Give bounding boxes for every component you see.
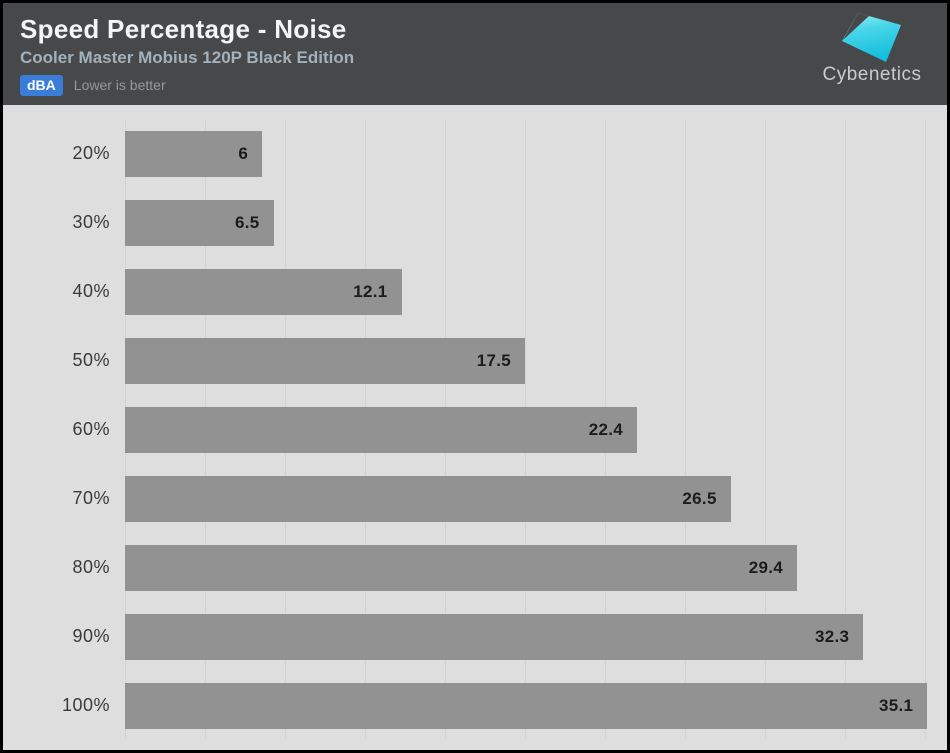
value-label: 35.1	[878, 695, 914, 715]
gridline	[685, 119, 686, 738]
bar-chart: 20% 6 30% 6.5 40% 12.1 50% 17.5 60% 22.4…	[3, 105, 947, 750]
bar-row: 50% 17.5	[3, 326, 947, 395]
category-label: 90%	[72, 626, 110, 646]
bar-row: 60% 22.4	[3, 395, 947, 464]
value-label: 12.1	[353, 281, 388, 301]
gridline	[845, 119, 846, 738]
value-label: 6.5	[235, 212, 260, 232]
category-label: 80%	[72, 557, 110, 577]
category-label: 40%	[72, 281, 110, 301]
gridline	[925, 119, 926, 738]
chart-subtitle: Cooler Master Mobius 120P Black Edition	[20, 48, 355, 68]
unit-badge: dBA	[20, 74, 63, 96]
lower-is-better-note: Lower is better	[73, 77, 166, 94]
category-label: 50%	[72, 350, 110, 370]
category-label: 30%	[72, 212, 110, 232]
bar-row: 100% 35.1	[3, 671, 947, 740]
value-label: 6	[238, 143, 249, 163]
bar: 22.4	[125, 406, 637, 453]
bar-row: 80% 29.4	[3, 533, 947, 602]
category-label: 70%	[72, 488, 110, 508]
badge-row: dBA Lower is better	[20, 74, 931, 96]
value-label: 32.3	[814, 626, 850, 646]
value-label: 26.5	[682, 488, 717, 508]
bar: 17.5	[125, 337, 525, 384]
cybenetics-logo-text: Cybenetics	[822, 64, 922, 85]
bar: 26.5	[125, 475, 731, 522]
bar-rows: 20% 6 30% 6.5 40% 12.1 50% 17.5 60% 22.4…	[3, 105, 947, 740]
bar-row: 20% 6	[3, 119, 947, 188]
bar: 6.5	[125, 199, 274, 246]
value-label: 22.4	[588, 419, 623, 439]
bar-row: 90% 32.3	[3, 602, 947, 671]
cybenetics-logo-icon	[842, 13, 901, 62]
bar: 32.3	[125, 613, 864, 660]
chart-header: Speed Percentage - Noise Cooler Master M…	[3, 3, 947, 105]
bar-row: 30% 6.5	[3, 188, 947, 257]
bar: 35.1	[125, 682, 928, 729]
bar-row: 40% 12.1	[3, 257, 947, 326]
category-label: 20%	[72, 143, 110, 163]
category-label: 100%	[61, 695, 110, 715]
gridline	[765, 119, 766, 738]
value-label: 29.4	[748, 557, 783, 577]
bar: 6	[125, 130, 263, 177]
bar: 12.1	[125, 268, 402, 315]
bar: 29.4	[125, 544, 797, 591]
category-label: 60%	[72, 419, 110, 439]
value-label: 17.5	[476, 350, 511, 370]
chart-title: Speed Percentage - Noise	[20, 14, 347, 44]
bar-row: 70% 26.5	[3, 464, 947, 533]
cybenetics-logo: Cybenetics	[813, 12, 931, 86]
